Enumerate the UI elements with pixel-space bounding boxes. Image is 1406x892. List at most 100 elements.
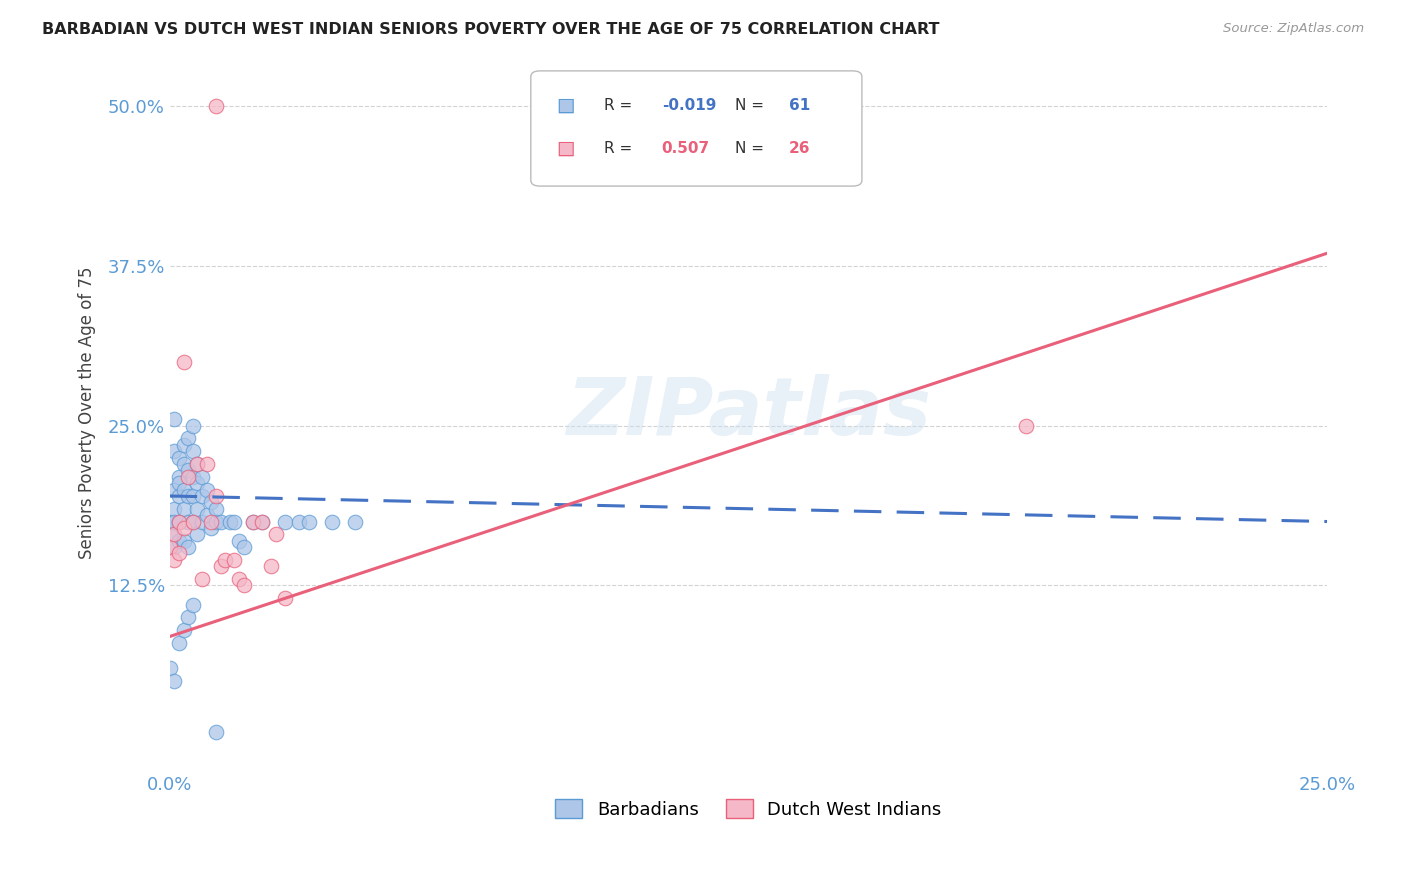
Point: [228, 533, 250, 548]
Point: [232, 578, 254, 592]
Point: [274, 591, 297, 606]
Point: [173, 483, 195, 497]
Point: [191, 489, 214, 503]
Point: [186, 457, 208, 471]
Point: [163, 483, 186, 497]
Point: [173, 355, 195, 369]
Text: N =: N =: [734, 98, 769, 112]
Point: [173, 623, 195, 637]
Point: [173, 521, 195, 535]
Point: [218, 515, 240, 529]
Point: [163, 674, 186, 689]
Point: [159, 527, 181, 541]
Point: [186, 476, 208, 491]
Point: [167, 515, 190, 529]
Point: [191, 515, 214, 529]
Point: [181, 418, 204, 433]
Point: [205, 99, 228, 113]
Point: [181, 489, 204, 503]
Point: [163, 515, 186, 529]
Point: [242, 515, 264, 529]
Legend: Barbadians, Dutch West Indians: Barbadians, Dutch West Indians: [548, 792, 949, 826]
Point: [186, 527, 208, 541]
Point: [195, 508, 218, 523]
Point: [163, 501, 186, 516]
Point: [232, 540, 254, 554]
Text: 26: 26: [789, 141, 810, 156]
Y-axis label: Seniors Poverty Over the Age of 75: Seniors Poverty Over the Age of 75: [79, 267, 96, 559]
Text: R =: R =: [603, 141, 637, 156]
Point: [159, 540, 181, 554]
Text: ■: ■: [557, 138, 575, 158]
Text: 61: 61: [789, 98, 810, 112]
Point: [181, 470, 204, 484]
Point: [177, 470, 200, 484]
Point: [1015, 418, 1038, 433]
Point: [200, 521, 222, 535]
FancyBboxPatch shape: [531, 70, 862, 186]
Point: [205, 501, 228, 516]
Text: Source: ZipAtlas.com: Source: ZipAtlas.com: [1223, 22, 1364, 36]
Point: [167, 533, 190, 548]
Point: [209, 559, 232, 574]
Point: [195, 457, 218, 471]
Point: [191, 470, 214, 484]
Point: [167, 636, 190, 650]
Text: R =: R =: [603, 98, 637, 112]
Point: [163, 540, 186, 554]
Point: [167, 515, 190, 529]
Point: [177, 515, 200, 529]
Point: [297, 515, 319, 529]
Point: [167, 546, 190, 560]
Point: [288, 515, 311, 529]
Point: [260, 559, 283, 574]
Point: [173, 457, 195, 471]
Point: [173, 501, 195, 516]
Point: [181, 598, 204, 612]
Point: [167, 489, 190, 503]
Point: [181, 515, 204, 529]
Point: [177, 610, 200, 624]
Point: [252, 515, 274, 529]
Point: [195, 483, 218, 497]
Text: ■: ■: [557, 95, 575, 115]
Point: [264, 527, 287, 541]
Point: [163, 527, 186, 541]
Point: [181, 444, 204, 458]
Point: [167, 476, 190, 491]
Point: [209, 515, 232, 529]
Point: [167, 450, 190, 465]
Point: [186, 501, 208, 516]
Point: [321, 515, 343, 529]
Point: [159, 661, 181, 675]
Point: [214, 553, 236, 567]
Text: □: □: [557, 138, 575, 158]
Point: [205, 489, 228, 503]
Point: [205, 515, 228, 529]
Text: 0.507: 0.507: [662, 141, 710, 156]
Point: [200, 515, 222, 529]
Point: [177, 540, 200, 554]
Text: -0.019: -0.019: [662, 98, 716, 112]
Point: [173, 533, 195, 548]
Point: [343, 515, 366, 529]
Point: [177, 432, 200, 446]
Text: ZIPatlas: ZIPatlas: [567, 374, 931, 452]
Point: [159, 515, 181, 529]
Point: [205, 725, 228, 739]
Text: N =: N =: [734, 141, 769, 156]
Point: [224, 553, 246, 567]
Point: [242, 515, 264, 529]
Point: [177, 489, 200, 503]
Text: BARBADIAN VS DUTCH WEST INDIAN SENIORS POVERTY OVER THE AGE OF 75 CORRELATION CH: BARBADIAN VS DUTCH WEST INDIAN SENIORS P…: [42, 22, 939, 37]
Point: [228, 572, 250, 586]
Point: [274, 515, 297, 529]
Point: [200, 495, 222, 509]
Point: [163, 444, 186, 458]
Text: □: □: [557, 95, 575, 115]
Point: [163, 553, 186, 567]
Point: [224, 515, 246, 529]
Point: [252, 515, 274, 529]
Point: [163, 412, 186, 426]
Point: [177, 463, 200, 477]
